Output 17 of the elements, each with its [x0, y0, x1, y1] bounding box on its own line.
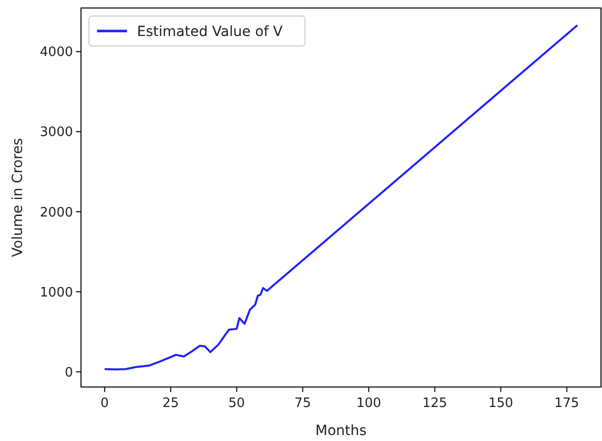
x-tick-label: 25: [162, 396, 179, 411]
line-series: [104, 24, 578, 370]
y-axis-title: Volume in Crores: [10, 138, 26, 257]
y-tick-label: 4000: [40, 45, 73, 60]
y-tick-label: 0: [64, 365, 73, 380]
legend-label: Estimated Value of V: [137, 24, 284, 40]
x-tick-label: 150: [488, 396, 514, 411]
y-tick-label: 1000: [40, 285, 73, 300]
x-tick-label: 0: [100, 396, 109, 411]
x-tick-label: 100: [356, 396, 382, 411]
x-tick-label: 75: [294, 396, 311, 411]
y-tick-label: 2000: [40, 205, 73, 220]
x-tick-label: 50: [228, 396, 245, 411]
x-tick-label: 175: [554, 396, 580, 411]
x-axis-title: Months: [315, 423, 367, 439]
y-tick-label: 3000: [40, 125, 73, 140]
x-tick-label: 125: [422, 396, 448, 411]
